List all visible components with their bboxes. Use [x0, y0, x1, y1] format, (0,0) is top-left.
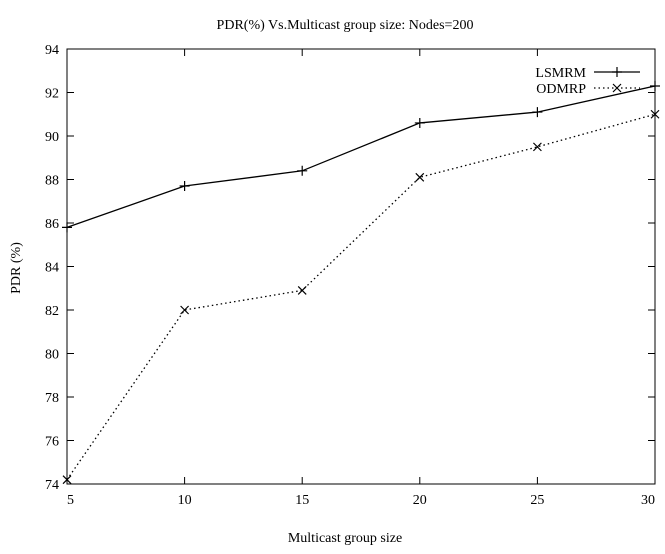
- y-tick-label: 82: [45, 304, 59, 319]
- data-point-lsmrm: [650, 80, 660, 91]
- legend-label-lsmrm: LSMRM: [535, 66, 586, 81]
- data-point-odmrp: [532, 142, 542, 152]
- x-tick-label: 20: [413, 493, 427, 508]
- data-point-odmrp: [297, 286, 307, 295]
- y-tick-label: 92: [45, 87, 59, 102]
- x-axis-title: Multicast group size: [288, 531, 402, 546]
- series-layer: [62, 80, 660, 485]
- y-tick-label: 84: [45, 261, 59, 276]
- plot-frame: [66, 48, 656, 485]
- x-tick-label: 5: [67, 493, 74, 508]
- data-point-odmrp: [415, 172, 425, 182]
- data-point-lsmrm: [62, 222, 72, 233]
- y-tick-label: 94: [45, 43, 59, 58]
- legend-marker-lsmrm: [612, 67, 622, 77]
- x-tick-label: 15: [295, 493, 309, 508]
- y-tick-label: 88: [45, 174, 59, 189]
- y-tick-label: 80: [45, 348, 59, 363]
- data-point-lsmrm: [179, 181, 190, 192]
- y-tick-label: 74: [45, 478, 59, 493]
- y-tick-label: 76: [45, 435, 59, 450]
- y-axis: 74 76 78 80 82 84 86 88 90 92 94: [45, 43, 655, 493]
- legend-label-odmrp: ODMRP: [536, 82, 586, 97]
- series-line-odmrp: [66, 113, 656, 481]
- y-axis-title: PDR (%): [9, 242, 24, 294]
- data-point-odmrp: [180, 305, 190, 315]
- y-tick-label: 78: [45, 391, 59, 406]
- data-point-lsmrm: [414, 117, 425, 128]
- x-tick-label: 25: [530, 493, 544, 508]
- data-point-odmrp: [650, 109, 660, 119]
- series-line-lsmrm: [66, 85, 656, 228]
- x-tick-label: 30: [641, 493, 655, 508]
- legend-marker-odmrp: [612, 83, 622, 93]
- data-point-lsmrm: [532, 107, 543, 118]
- data-point-odmrp: [62, 475, 72, 485]
- x-axis: 5 10 15 20 25 30: [66, 49, 656, 508]
- y-tick-label: 90: [45, 130, 59, 145]
- x-tick-label: 10: [178, 493, 192, 508]
- chart-title: PDR(%) Vs.Multicast group size: Nodes=20…: [217, 18, 474, 33]
- y-tick-label: 86: [45, 217, 59, 232]
- data-point-lsmrm: [297, 165, 308, 176]
